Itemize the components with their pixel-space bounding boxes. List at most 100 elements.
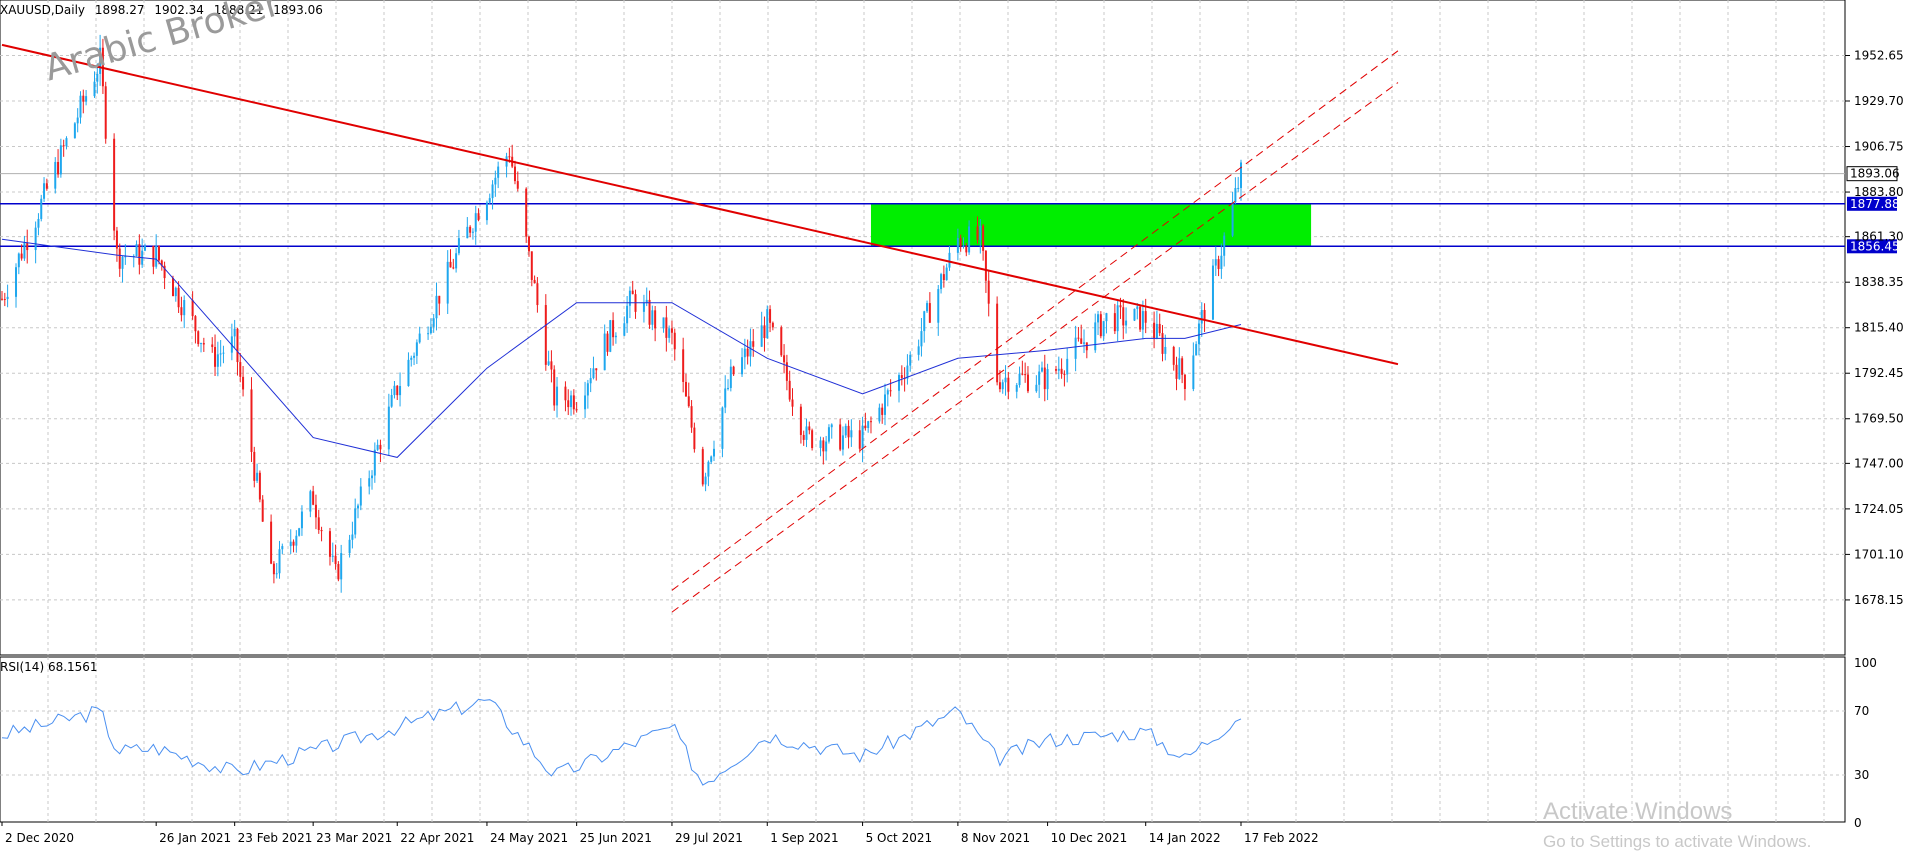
candle-body — [211, 344, 214, 347]
candle-body — [642, 302, 645, 312]
candle-body — [1043, 367, 1046, 390]
candle-body — [1066, 358, 1069, 375]
level-label-box — [1847, 196, 1897, 211]
candle-body — [654, 310, 657, 329]
candle-body — [690, 406, 693, 428]
candle-body — [34, 227, 37, 251]
candle-body — [1234, 188, 1237, 203]
candle-body — [1183, 374, 1186, 390]
candle-body — [844, 425, 847, 436]
candle-body — [312, 491, 315, 505]
candle-body — [926, 303, 929, 312]
candle-body — [177, 287, 180, 308]
rsi-tick-label: 30 — [1854, 768, 1869, 782]
candle-body — [1119, 305, 1122, 308]
candle-body — [1214, 259, 1217, 266]
candle-body — [393, 385, 396, 396]
candle-body — [1046, 369, 1049, 390]
supply-zone-rect — [870, 203, 1312, 247]
candle-body — [808, 426, 811, 431]
candle-body — [743, 348, 746, 358]
candle-body — [236, 328, 239, 363]
y-tick-label: 1861.30 — [1854, 230, 1904, 244]
candle-body — [435, 295, 438, 319]
candle-body — [982, 225, 985, 251]
candle-body — [477, 213, 480, 221]
candle-body — [457, 238, 460, 254]
candle-body — [85, 96, 88, 102]
candle-body — [191, 300, 194, 317]
candle-body — [727, 387, 730, 389]
candle-body — [741, 357, 744, 375]
level-label: 1856.45 — [1850, 239, 1900, 253]
candle-body — [1057, 368, 1060, 371]
candle-body — [1024, 374, 1027, 376]
candle-body — [180, 307, 183, 316]
candle-body — [219, 353, 222, 355]
candle-body — [432, 318, 435, 327]
candle-body — [609, 320, 612, 352]
x-tick-label: 22 Apr 2021 — [400, 831, 474, 845]
candle-body — [368, 478, 371, 487]
candle-body — [1054, 369, 1057, 371]
candle-body — [909, 354, 912, 366]
candle-body — [309, 491, 312, 512]
candle-body — [379, 444, 382, 450]
candle-body — [570, 395, 573, 408]
candle-body — [171, 278, 174, 297]
candle-body — [289, 541, 292, 547]
candle-body — [900, 375, 903, 379]
candle-body — [76, 117, 79, 124]
candle-body — [979, 225, 982, 240]
candle-body — [850, 430, 853, 438]
y-tick-label: 1747.00 — [1854, 456, 1904, 470]
candle-body — [707, 461, 710, 477]
candle-body — [471, 231, 474, 233]
candle-body — [839, 424, 842, 450]
candle-body — [270, 521, 273, 564]
candle-body — [785, 362, 788, 381]
activate-windows-title: Activate Windows — [1543, 798, 1733, 825]
candle-body — [687, 396, 690, 407]
candle-body — [682, 349, 685, 382]
candle-body — [956, 238, 959, 253]
candle-body — [945, 267, 948, 281]
current-price-box — [1846, 166, 1898, 182]
candle-body — [606, 333, 609, 352]
candle-body — [197, 331, 200, 345]
candle-body — [494, 177, 497, 185]
candle-body — [466, 226, 469, 239]
candle-body — [337, 564, 340, 580]
candle-body — [418, 333, 421, 343]
x-tick-label: 17 Feb 2022 — [1244, 831, 1319, 845]
candle-body — [65, 138, 68, 147]
resistance-trend-line — [1, 43, 1399, 366]
candle-body — [216, 354, 219, 367]
candle-body — [847, 425, 850, 438]
candle-body — [917, 346, 920, 355]
candle-body — [155, 245, 158, 267]
candle-body — [864, 425, 867, 429]
candle-body — [359, 486, 362, 506]
candle-body — [410, 357, 413, 360]
candle-body — [595, 368, 598, 371]
candle-body — [668, 328, 671, 338]
candle-body — [387, 406, 390, 450]
candle-body — [222, 352, 225, 354]
candle-body — [488, 198, 491, 203]
candle-body — [937, 289, 940, 323]
candle-body — [998, 382, 1001, 390]
candle-body — [1015, 385, 1018, 392]
candle-body — [827, 427, 830, 442]
candle-body — [830, 424, 833, 428]
candle-body — [612, 320, 615, 338]
candle-body — [553, 369, 556, 406]
x-tick-label: 2 Dec 2020 — [5, 831, 74, 845]
candle-body — [788, 380, 791, 400]
candle-body — [334, 555, 337, 565]
candle-body — [1158, 323, 1161, 334]
candle-body — [160, 260, 163, 266]
candle-body — [340, 553, 343, 580]
candle-body — [771, 322, 774, 328]
